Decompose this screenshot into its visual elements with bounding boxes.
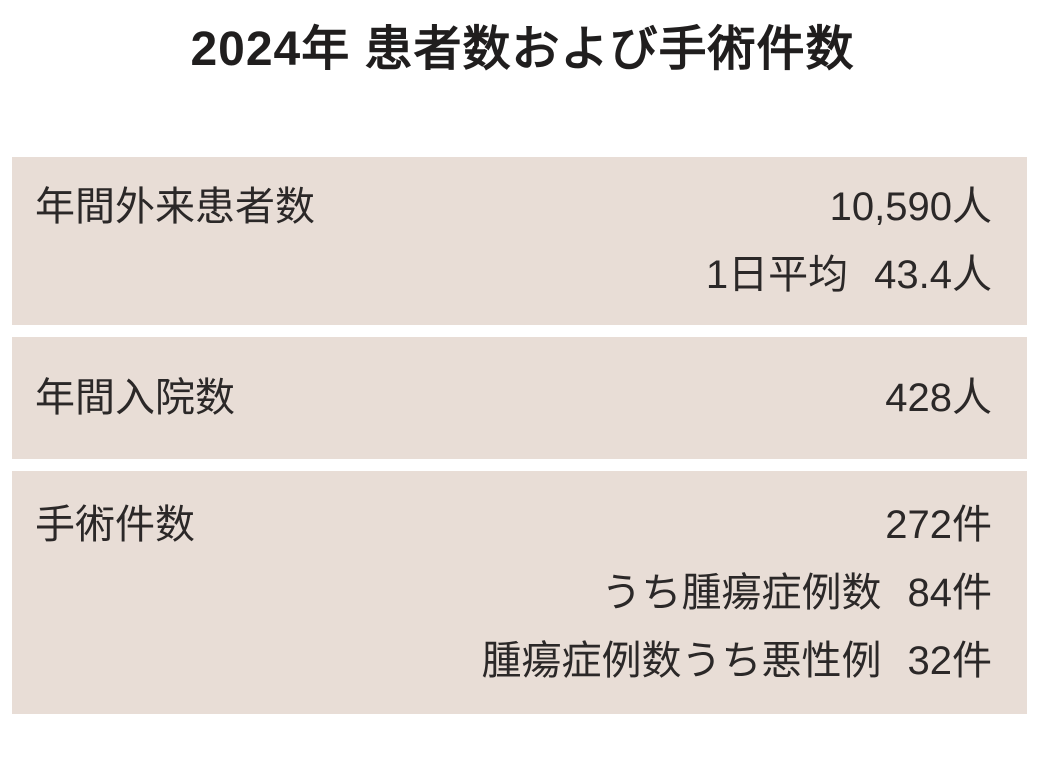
stats-report-page: 2024年 患者数および手術件数 年間外来患者数 10,590人 1日平均 43… — [0, 24, 1045, 714]
malignant-cases-label: 腫瘍症例数うち悪性例 — [481, 639, 882, 683]
inpatient-total-row: 年間入院数 428人 — [35, 364, 992, 432]
tumor-cases-value: 84件 — [907, 571, 993, 615]
inpatient-panel: 年間入院数 428人 — [12, 337, 1027, 459]
outpatient-total-row: 年間外来患者数 10,590人 — [35, 173, 992, 241]
tumor-cases-row: うち腫瘍症例数 84件 — [35, 559, 993, 627]
surgery-panel: 手術件数 272件 うち腫瘍症例数 84件 腫瘍症例数うち悪性例 32件 — [12, 471, 1027, 714]
inpatient-total-value: 428人 — [885, 376, 992, 420]
page-title: 2024年 患者数および手術件数 — [190, 23, 855, 76]
tumor-cases-label: うち腫瘍症例数 — [601, 571, 882, 615]
malignant-cases-row: 腫瘍症例数うち悪性例 32件 — [35, 627, 993, 695]
outpatient-total-label: 年間外来患者数 — [35, 185, 315, 229]
surgery-total-value: 272件 — [885, 503, 992, 547]
inpatient-total-label: 年間入院数 — [35, 376, 235, 420]
outpatient-daily-average-row: 1日平均 43.4人 — [35, 241, 992, 309]
daily-average-label: 1日平均 — [705, 253, 849, 297]
outpatient-panel: 年間外来患者数 10,590人 1日平均 43.4人 — [12, 157, 1027, 325]
surgery-total-row: 手術件数 272件 — [35, 491, 992, 559]
surgery-total-label: 手術件数 — [35, 503, 195, 547]
daily-average-value: 43.4人 — [874, 253, 992, 297]
malignant-cases-value: 32件 — [907, 639, 993, 683]
stats-panels: 年間外来患者数 10,590人 1日平均 43.4人 年間入院数 428人 手術… — [0, 157, 1045, 714]
outpatient-total-value: 10,590人 — [829, 185, 992, 229]
